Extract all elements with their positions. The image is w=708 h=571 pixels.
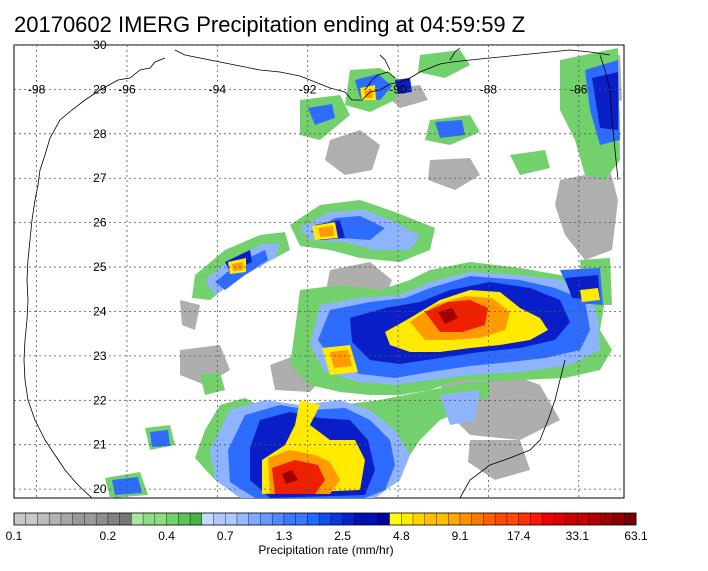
colorbar-swatch bbox=[236, 513, 250, 525]
precip-darkred-areas bbox=[282, 308, 458, 484]
colorbar-swatch bbox=[143, 513, 156, 525]
lat-label: 20 bbox=[93, 482, 107, 496]
colorbar-swatch bbox=[60, 513, 73, 525]
colorbar-swatch bbox=[283, 513, 296, 525]
colorbar-swatch bbox=[201, 513, 214, 525]
map-title: 20170602 IMERG Precipitation ending at 0… bbox=[14, 12, 526, 37]
colorbar-swatch bbox=[25, 513, 38, 525]
lat-label: 28 bbox=[93, 127, 107, 141]
colorbar-swatch bbox=[600, 513, 613, 525]
lat-label: 25 bbox=[93, 260, 107, 274]
coastline bbox=[23, 47, 619, 498]
colorbar-swatch bbox=[96, 513, 109, 525]
colorbar-swatch bbox=[131, 513, 144, 525]
colorbar-swatch bbox=[225, 513, 238, 525]
lat-label: 29 bbox=[93, 82, 107, 96]
colorbar-swatch bbox=[178, 513, 191, 525]
colorbar-tick-label: 0.7 bbox=[217, 529, 234, 543]
lon-label: -92 bbox=[299, 82, 317, 96]
colorbar-swatch bbox=[107, 513, 120, 525]
colorbar-swatch bbox=[366, 513, 379, 525]
colorbar-swatch bbox=[612, 513, 625, 525]
colorbar-swatch bbox=[530, 513, 543, 525]
colorbar-tick-label: 4.8 bbox=[393, 529, 410, 543]
colorbar-tick-label: 2.5 bbox=[334, 529, 351, 543]
colorbar-frame bbox=[13, 512, 637, 526]
colorbar-tick-label: 0.2 bbox=[100, 529, 117, 543]
colorbar-swatch bbox=[483, 513, 496, 525]
lat-label: 22 bbox=[93, 393, 107, 407]
colorbar-swatch bbox=[436, 513, 449, 525]
lon-label: -86 bbox=[570, 82, 588, 96]
colorbar-swatch bbox=[401, 513, 414, 525]
colorbar-swatch bbox=[119, 513, 132, 525]
colorbar-swatch bbox=[213, 513, 226, 525]
colorbar-tick-label: 0.1 bbox=[6, 529, 23, 543]
colorbar: 0.1 0.2 0.4 0.7 1.3 2.5 4.8 9.1 17.4 33.1 63.1 bbox=[6, 512, 648, 543]
colorbar-swatch bbox=[413, 513, 426, 525]
colorbar-swatch bbox=[589, 513, 602, 525]
lon-label: -88 bbox=[480, 82, 498, 96]
colorbar-tick-label: 33.1 bbox=[566, 529, 590, 543]
colorbar-swatch bbox=[624, 513, 637, 525]
colorbar-swatch bbox=[424, 513, 437, 525]
lon-label: -96 bbox=[118, 82, 136, 96]
lat-label: 30 bbox=[93, 38, 107, 52]
colorbar-swatch bbox=[577, 513, 590, 525]
colorbar-swatch bbox=[377, 513, 390, 525]
colorbar-tick-label: 63.1 bbox=[624, 529, 648, 543]
lat-label: 21 bbox=[93, 438, 107, 452]
colorbar-swatch bbox=[49, 513, 62, 525]
colorbar-swatch bbox=[448, 513, 461, 525]
colorbar-swatch bbox=[565, 513, 578, 525]
colorbar-tick-label: 0.4 bbox=[158, 529, 175, 543]
colorbar-swatch bbox=[471, 513, 484, 525]
lat-label: 26 bbox=[93, 216, 107, 230]
colorbar-swatch bbox=[389, 513, 402, 525]
colorbar-swatch bbox=[154, 513, 167, 525]
colorbar-swatch bbox=[166, 513, 179, 525]
colorbar-swatch bbox=[260, 513, 273, 525]
grid-labels: -98 -96 -94 -92 -90 -88 -86 30 29 28 27 26 25 24 23 22 2… bbox=[28, 38, 588, 496]
colorbar-swatch bbox=[319, 513, 332, 525]
colorbar-title: Precipitation rate (mm/hr) bbox=[258, 543, 393, 557]
colorbar-swatch bbox=[342, 513, 355, 525]
colorbar-swatch bbox=[190, 513, 203, 525]
lat-label: 27 bbox=[93, 171, 107, 185]
lat-label: 23 bbox=[93, 349, 107, 363]
colorbar-swatch bbox=[72, 513, 85, 525]
colorbar-swatch bbox=[37, 513, 50, 525]
colorbar-tick-label: 9.1 bbox=[452, 529, 469, 543]
colorbar-swatch bbox=[518, 513, 531, 525]
lon-label: -90 bbox=[389, 82, 407, 96]
colorbar-swatch bbox=[553, 513, 566, 525]
colorbar-swatch bbox=[354, 513, 367, 525]
colorbar-tick-label: 1.3 bbox=[276, 529, 293, 543]
colorbar-tick-label: 17.4 bbox=[507, 529, 531, 543]
colorbar-swatch bbox=[248, 513, 261, 525]
lat-label: 24 bbox=[93, 304, 107, 318]
colorbar-swatch bbox=[295, 513, 308, 525]
colorbar-swatch bbox=[506, 513, 519, 525]
colorbar-swatch bbox=[330, 513, 343, 525]
colorbar-swatch bbox=[459, 513, 472, 525]
colorbar-swatch bbox=[542, 513, 555, 525]
colorbar-swatch bbox=[495, 513, 508, 525]
graticule bbox=[14, 45, 624, 498]
colorbar-swatch bbox=[307, 513, 320, 525]
lon-label: -94 bbox=[209, 82, 227, 96]
colorbar-swatch bbox=[84, 513, 97, 525]
colorbar-swatch bbox=[14, 513, 27, 525]
lon-label: -98 bbox=[28, 82, 46, 96]
colorbar-swatch bbox=[272, 513, 285, 525]
precipitation-field bbox=[105, 48, 622, 498]
